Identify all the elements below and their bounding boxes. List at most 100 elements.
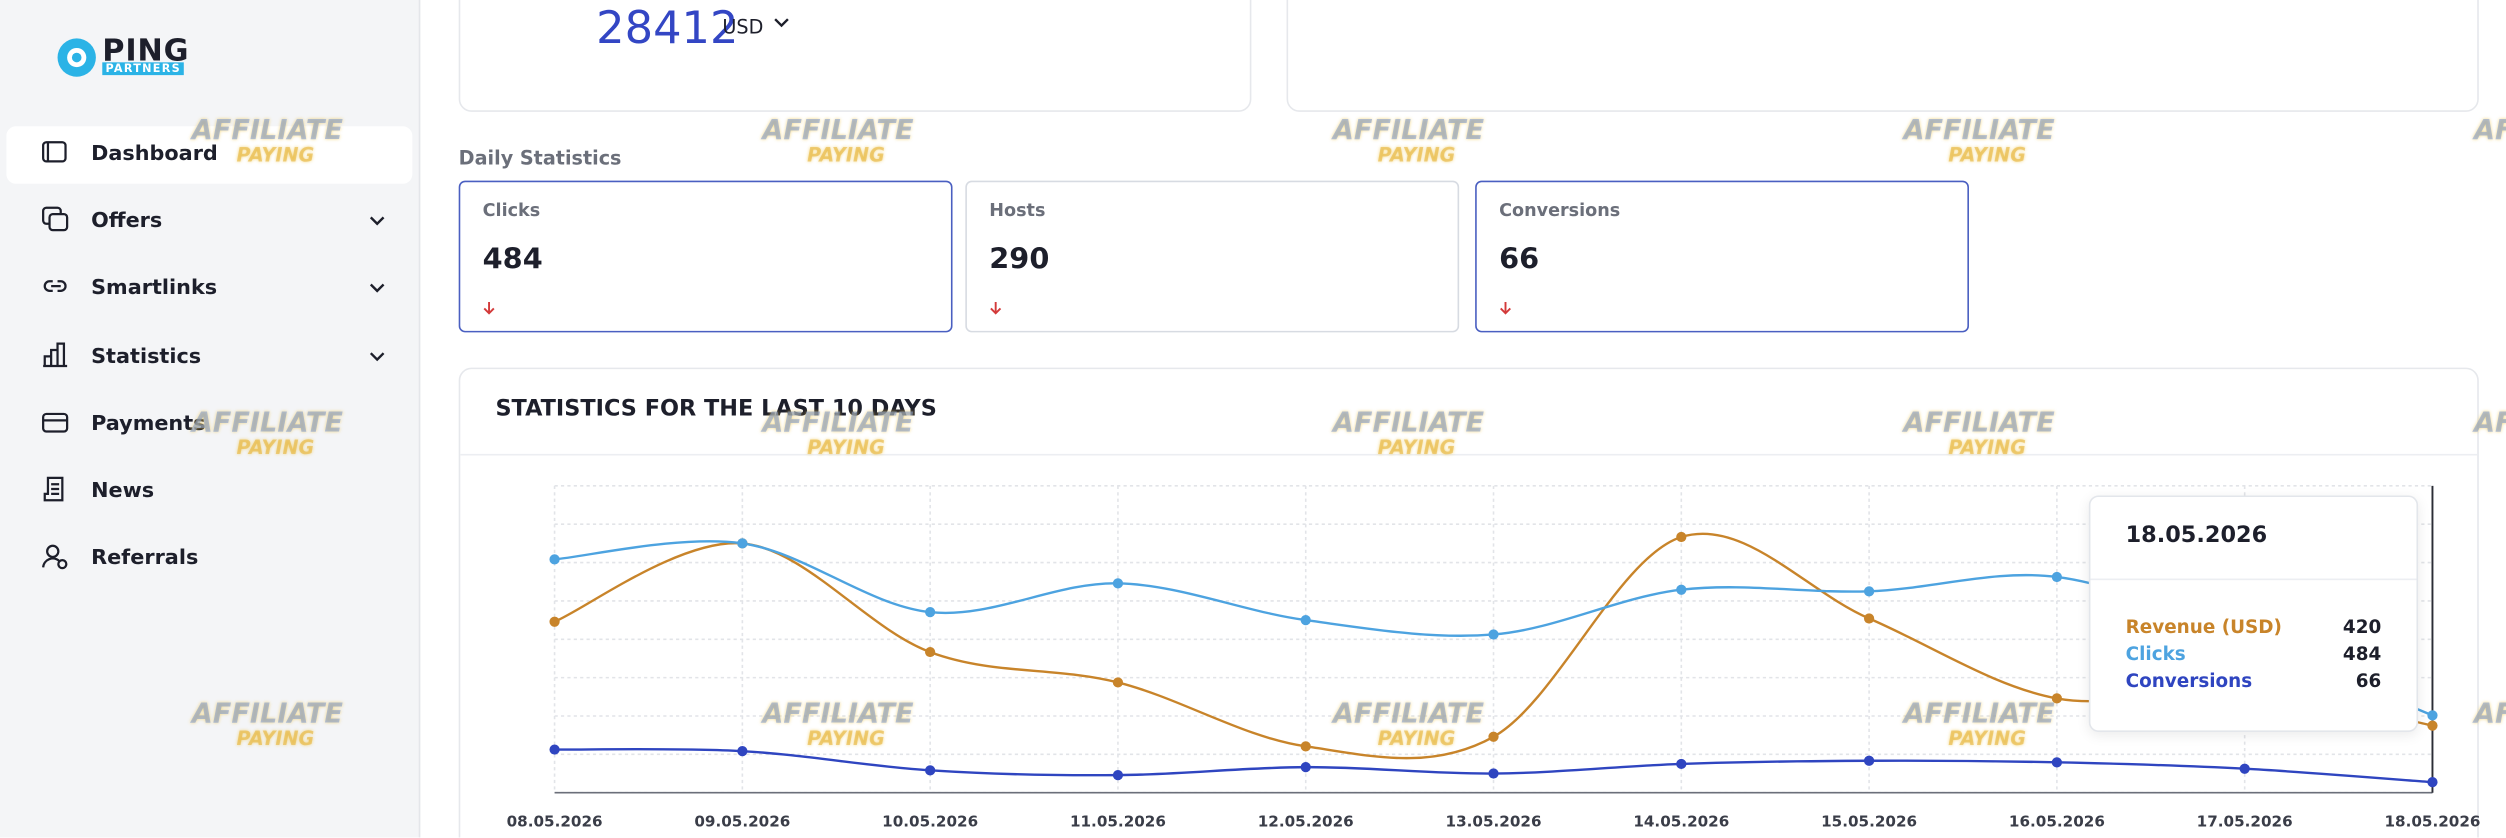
tooltip-date: 18.05.2026 [2125, 522, 2268, 549]
data-point [925, 606, 936, 618]
data-point [549, 554, 560, 565]
balance-value: 28412 [596, 1, 739, 55]
x-tick-label: 12.05.2026 [1258, 812, 1354, 830]
menu-item[interactable]: Statistics [6, 329, 412, 387]
x-tick-label: 08.05.2026 [507, 812, 603, 830]
watermark-line: AFFILIATE [762, 698, 914, 731]
menu-item[interactable]: Dashboard [6, 126, 413, 184]
watermark-line: AFFILIATE [1903, 698, 2055, 731]
trend-arrow [483, 302, 495, 315]
data-point [2427, 710, 2438, 721]
x-tick-label: 09.05.2026 [694, 812, 790, 830]
x-tick-label: 15.05.2026 [1821, 812, 1917, 830]
tooltip-row: Clicks 484 [2126, 642, 2382, 664]
menu-item[interactable]: Offers [6, 194, 412, 252]
menu-item[interactable]: Referrals [6, 531, 412, 589]
watermark-line: AFFILIATE [191, 407, 343, 440]
data-point [1863, 613, 1875, 624]
menu-chevron [369, 216, 385, 226]
menu-icon [42, 141, 67, 163]
menu-item[interactable]: Smartlinks [6, 261, 412, 319]
x-tick-label: 13.05.2026 [1446, 812, 1542, 830]
data-point [2051, 571, 2062, 583]
data-point [1676, 584, 1687, 595]
tooltip-value: 66 [2355, 669, 2382, 693]
menu-label: Dashboard [91, 142, 218, 167]
data-point [737, 746, 748, 757]
tooltip-row: Revenue (USD) 420 [2126, 615, 2382, 637]
watermark-line: AFFILIATE [191, 115, 343, 148]
menu-item[interactable]: News [6, 463, 412, 521]
watermark-line: AFFILIATE [2474, 407, 2506, 440]
tooltip-value: 484 [2342, 642, 2382, 665]
balance-card: 28412 USD [458, 0, 1252, 112]
watermark-line: PAYING [236, 143, 315, 167]
daily-title: Daily Statistics [458, 147, 622, 170]
logo-sub: PARTNERS [102, 62, 185, 76]
tooltip-series-name: Revenue (USD) [2125, 615, 2282, 638]
watermark-line: PAYING [236, 436, 315, 459]
menu-item[interactable]: Payments [6, 396, 412, 454]
menu-label: Smartlinks [91, 277, 218, 302]
stat-value: 290 [989, 242, 1050, 277]
x-tick-label: 10.05.2026 [882, 812, 978, 830]
watermark-line: AFFILIATE [1332, 115, 1485, 148]
watermark-line: AFFILIATE [1903, 115, 2055, 148]
watermark-line: AFFILIATE [762, 407, 914, 440]
menu-label: Payments [91, 412, 206, 436]
currency-chevron[interactable] [772, 16, 791, 32]
data-point [1676, 758, 1687, 770]
data-point [549, 744, 560, 755]
sidebar: PING PARTNERS Dashboard Offers Smartlinks S… [0, 0, 421, 838]
tooltip: 18.05.2026 Revenue (USD) 420 Clicks 484 Conv… [2088, 495, 2419, 732]
chart-title: STATISTICS FOR THE LAST 10 DAYS [495, 396, 937, 422]
divider [2090, 578, 2417, 581]
watermark-line: AFFILIATE [1332, 698, 1485, 731]
watermark-line: AFFILIATE [1332, 407, 1485, 440]
x-tick-label: 18.05.2026 [2384, 812, 2480, 830]
data-point [1676, 531, 1687, 543]
watermark-line: AFFILIATE [2474, 115, 2506, 148]
data-point [2427, 777, 2438, 788]
menu-icon [43, 280, 67, 293]
watermark-line: PAYING [807, 143, 885, 167]
stat-card[interactable]: Hosts 290 [965, 180, 1460, 333]
menu-icon [42, 206, 69, 232]
data-point [737, 538, 748, 549]
data-point [1300, 762, 1311, 773]
watermark-line: PAYING [1377, 436, 1456, 459]
trend-arrow [1500, 302, 1511, 315]
data-point [1300, 741, 1311, 752]
x-tick-label: 16.05.2026 [2009, 812, 2105, 830]
stat-card[interactable]: Clicks 484 [458, 180, 953, 333]
data-point [1863, 755, 1875, 766]
data-point [1112, 677, 1124, 688]
watermark-line: AFFILIATE [2474, 698, 2506, 731]
x-tick-label: 17.05.2026 [2197, 812, 2293, 830]
data-point [1112, 770, 1124, 781]
data-point [2239, 763, 2250, 774]
menu-chevron [369, 351, 385, 361]
tooltip-row: Conversions 66 [2126, 670, 2382, 692]
watermark-line: PAYING [807, 727, 885, 750]
balance-currency[interactable]: USD [722, 15, 764, 39]
logo-icon [57, 38, 96, 77]
stat-value: 484 [482, 242, 543, 277]
watermark-line: PAYING [2474, 436, 2506, 460]
stat-card[interactable]: Conversions 66 [1475, 180, 1969, 333]
menu-icon [42, 412, 69, 433]
watermark-line: PAYING [807, 436, 885, 459]
